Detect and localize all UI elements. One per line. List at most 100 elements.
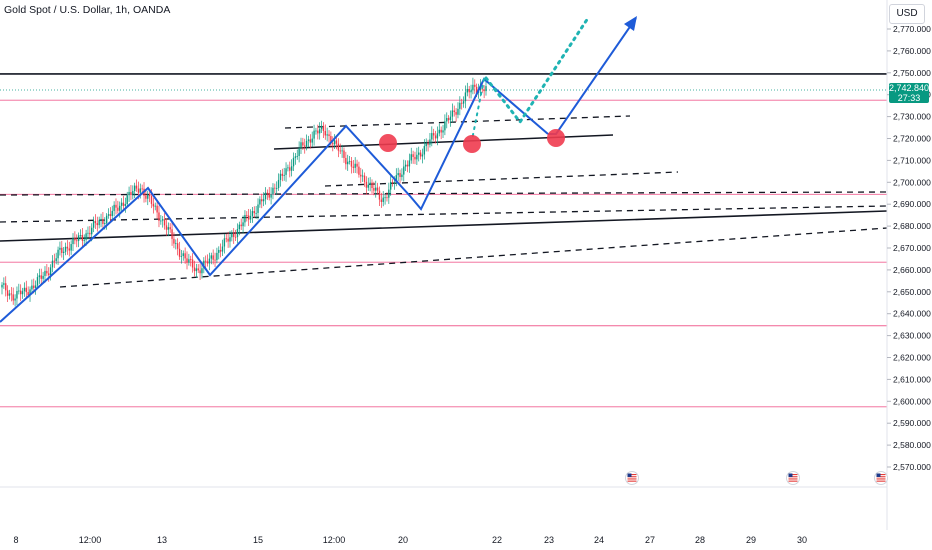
- candle-body: [171, 229, 173, 239]
- candle-body: [474, 84, 476, 87]
- symbol-title: Gold Spot / U.S. Dollar, 1h, OANDA: [4, 4, 171, 16]
- candle-body: [419, 152, 422, 157]
- event-flags[interactable]: [625, 471, 888, 485]
- time-tick-label: 12:00: [323, 535, 346, 545]
- projection-dotted-tail: [471, 78, 485, 141]
- candle-body: [156, 205, 158, 213]
- candle-body: [444, 121, 446, 131]
- candle-body: [244, 214, 246, 223]
- candle-body: [343, 150, 345, 158]
- candle-body: [414, 156, 416, 160]
- candle-body: [163, 219, 166, 226]
- candle-body: [199, 270, 201, 274]
- candle-body: [401, 174, 403, 178]
- candle-body: [76, 240, 78, 242]
- candle-body: [48, 273, 50, 276]
- candle-body: [283, 174, 285, 176]
- candle-body: [62, 251, 65, 253]
- candle-body: [36, 277, 39, 286]
- us-flag-icon[interactable]: [874, 471, 888, 485]
- candle-body: [113, 204, 115, 211]
- candle-body: [186, 258, 188, 263]
- price-tick-label: 2,620.000: [893, 353, 931, 363]
- flag-stripe: [788, 474, 798, 476]
- candle-body: [216, 252, 218, 261]
- candle-body: [423, 146, 426, 155]
- candle-body: [225, 238, 227, 240]
- candle-body: [397, 173, 399, 176]
- candle-body: [421, 154, 424, 157]
- candle-body: [148, 194, 151, 197]
- time-tick-label: 24: [594, 535, 604, 545]
- us-flag-icon[interactable]: [625, 471, 639, 485]
- candle-body: [389, 181, 392, 190]
- price-tick-label: 2,690.000: [893, 199, 931, 209]
- candle-body: [49, 267, 52, 276]
- candle-body: [10, 293, 13, 295]
- us-flag-icon[interactable]: [786, 471, 800, 485]
- candle-body: [221, 246, 224, 252]
- currency-button[interactable]: USD: [889, 4, 925, 24]
- candle-body: [27, 292, 29, 295]
- candle-body: [360, 174, 362, 177]
- price-tick-label: 2,670.000: [893, 243, 931, 253]
- candle-body: [191, 259, 194, 268]
- candle-body: [268, 193, 270, 198]
- candle-body: [5, 283, 7, 291]
- candle-body: [337, 143, 340, 151]
- candle-body: [464, 92, 467, 102]
- candle-body: [307, 139, 310, 141]
- candle-body: [111, 210, 113, 217]
- candle-body: [440, 129, 442, 133]
- candle-body: [324, 130, 326, 136]
- candle-body: [429, 139, 431, 145]
- flag-canton: [876, 473, 881, 477]
- candle-body: [57, 249, 59, 259]
- candle-body: [38, 275, 41, 278]
- flag-ring: [786, 471, 800, 485]
- candle-body: [100, 218, 102, 221]
- candle-body: [462, 101, 465, 104]
- price-axis[interactable]: 2,770.0002,760.0002,750.0002,740.0002,73…: [886, 0, 931, 530]
- candle-body: [240, 224, 242, 227]
- candle-body: [468, 88, 470, 93]
- candle-body: [74, 238, 76, 241]
- candle-body: [169, 227, 171, 230]
- candle-body: [96, 223, 99, 226]
- candle-body: [150, 196, 153, 204]
- price-tick-label: 2,730.000: [893, 112, 931, 122]
- candle-body: [274, 187, 276, 189]
- time-axis[interactable]: 8 12:00 13 15 12:00 20 22 23 24 27 28 29 30: [0, 486, 887, 545]
- candle-body: [188, 259, 190, 263]
- candle-body: [365, 181, 368, 188]
- candle-body: [356, 163, 358, 167]
- candle-body: [184, 253, 186, 259]
- arrow-head-icon: [624, 16, 637, 31]
- price-tick-label: 2,580.000: [893, 440, 931, 450]
- flag-stripe: [876, 474, 886, 476]
- candle-body: [287, 167, 289, 169]
- candle-body: [8, 293, 11, 296]
- candle-body: [290, 166, 293, 171]
- candle-body: [51, 260, 54, 268]
- candle-body: [203, 260, 205, 269]
- candle-body: [246, 214, 248, 216]
- price-tick-label: 2,720.000: [893, 134, 931, 144]
- candle-body: [345, 157, 347, 165]
- candle-body: [70, 244, 72, 251]
- candle-body: [305, 140, 308, 147]
- candle-body: [175, 243, 177, 245]
- time-tick-label: 23: [544, 535, 554, 545]
- candle-body: [408, 160, 411, 167]
- candle-body: [117, 207, 119, 211]
- candle-body: [304, 145, 306, 147]
- candle-body: [416, 154, 418, 160]
- projection-dotted-path: [484, 16, 590, 125]
- candle-body: [300, 142, 302, 149]
- candle-body: [455, 112, 457, 115]
- candle-body: [119, 205, 121, 211]
- price-tick-label: 2,570.000: [893, 462, 931, 472]
- candle-body: [434, 135, 437, 139]
- candle-body: [317, 130, 319, 134]
